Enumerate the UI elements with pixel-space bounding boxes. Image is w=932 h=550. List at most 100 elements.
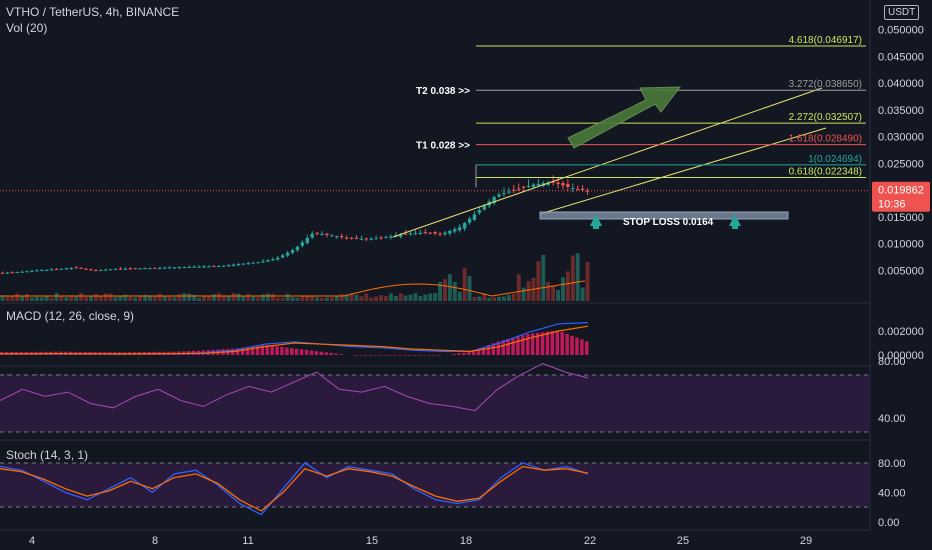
stoch-axis-tick: 40.00: [878, 487, 906, 499]
volume-bar: [320, 297, 324, 301]
candle-body: [64, 268, 69, 270]
macd-histogram-bar: [250, 346, 255, 355]
volume-bar: [521, 287, 526, 301]
candle-body: [276, 257, 280, 260]
candle-body: [438, 233, 442, 235]
candle-body: [44, 269, 49, 271]
stoch-axis-tick: 80.00: [878, 458, 906, 470]
volume-bar: [177, 294, 182, 301]
macd-histogram-bar: [388, 355, 392, 356]
macd-histogram-bar: [270, 345, 274, 355]
macd-histogram-bar: [476, 348, 481, 355]
volume-bar: [275, 297, 280, 301]
candle-body: [69, 267, 74, 269]
volume-bar: [118, 295, 123, 301]
candle-body: [300, 242, 305, 246]
candle-body: [364, 238, 369, 240]
volume-bar: [64, 297, 69, 301]
volume-bar: [44, 295, 49, 301]
volume-bar: [325, 297, 329, 301]
price-axis-tick: 0.010000: [878, 239, 924, 251]
candle-body: [453, 229, 457, 232]
candle-body: [457, 227, 462, 231]
macd-histogram-bar: [422, 355, 427, 356]
candle-body: [123, 268, 128, 270]
candle-body: [585, 190, 590, 192]
candle-body: [325, 233, 329, 235]
macd-histogram-bar: [280, 346, 284, 355]
currency-badge[interactable]: USDT: [884, 5, 920, 20]
target-t1-label: T1 0.028 >>: [416, 141, 470, 152]
stoch-indicator-label: Stoch (14, 3, 1): [6, 448, 89, 462]
macd-histogram-bar: [403, 355, 407, 356]
symbol-title: VTHO / TetherUS, 4h, BINANCE: [6, 5, 180, 19]
macd-histogram-bar: [511, 337, 515, 355]
macd-axis-tick: 0.000000: [878, 350, 924, 362]
time-axis-tick: 22: [584, 535, 596, 547]
candle-body: [94, 270, 98, 272]
candle-body: [335, 236, 339, 238]
volume-bar: [261, 294, 265, 301]
macd-histogram-bar: [354, 355, 358, 356]
price-badge-countdown: 10:36: [878, 199, 906, 211]
volume-bar: [570, 255, 575, 301]
volume-bar: [10, 295, 15, 301]
volume-bar: [487, 297, 492, 301]
candle-body: [512, 189, 516, 191]
candle-body: [418, 232, 423, 234]
up-arrow-icon: [729, 214, 741, 229]
volume-bar: [580, 287, 585, 301]
volume-bar: [74, 296, 79, 301]
volume-bar: [103, 293, 108, 301]
volume-bar: [565, 271, 570, 301]
candle-body: [280, 255, 285, 258]
time-axis-tick: 8: [152, 535, 158, 547]
macd-histogram-bar: [417, 355, 422, 356]
volume-bar: [379, 294, 383, 301]
candle-body: [231, 264, 236, 266]
macd-histogram-bar: [535, 332, 540, 355]
macd-histogram-bar: [531, 333, 535, 355]
macd-histogram-bar: [373, 355, 378, 356]
volume-bar: [123, 294, 128, 301]
macd-histogram-bar: [545, 331, 550, 355]
candle-body: [10, 272, 15, 274]
candle-body: [443, 232, 447, 235]
candle-body: [202, 266, 206, 268]
rsi-series-line: [0, 363, 589, 412]
volume-bar: [339, 294, 344, 301]
volume-bar: [310, 296, 315, 301]
price-axis-tick: 0.030000: [878, 132, 924, 144]
volume-bar: [221, 296, 226, 301]
volume-bar: [251, 296, 256, 301]
rsi-axis-tick: 80.00: [878, 356, 906, 368]
candle-body: [389, 236, 393, 238]
macd-histogram-bar: [462, 352, 466, 355]
volume-bar: [556, 289, 560, 301]
candle-body: [49, 269, 54, 271]
time-axis-tick: 18: [460, 535, 472, 547]
macd-histogram-bar: [255, 345, 260, 355]
volume-bar: [138, 295, 143, 301]
candle-body: [35, 270, 39, 272]
candle-body: [310, 233, 314, 238]
macd-histogram-bar: [481, 346, 486, 355]
macd-histogram-bar: [393, 355, 397, 356]
candle-body: [315, 232, 319, 234]
candle-body: [575, 188, 580, 190]
candle-body: [571, 188, 575, 190]
macd-histogram-bar: [363, 355, 368, 356]
price-axis-tick: 0.050000: [878, 25, 924, 37]
candle-body: [349, 237, 354, 239]
volume-indicator-label: Vol (20): [6, 21, 48, 35]
price-axis-tick: 0.040000: [878, 78, 924, 90]
volume-bar: [34, 296, 39, 301]
candle-body: [536, 183, 541, 186]
volume-bar: [162, 295, 167, 301]
time-axis-tick: 29: [800, 535, 812, 547]
volume-bar: [561, 277, 565, 301]
macd-histogram-bar: [437, 355, 441, 356]
volume-bar: [157, 293, 162, 301]
candle-body: [423, 232, 428, 234]
